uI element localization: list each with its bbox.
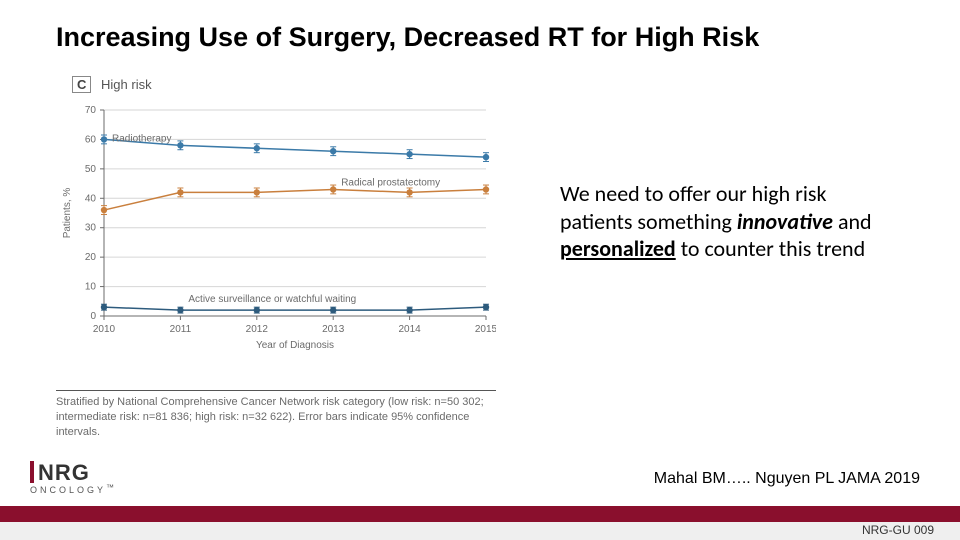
- callout-innovative: innovative: [737, 208, 833, 235]
- nrg-logo-svg: NRG ONCOLOGY ™: [30, 459, 150, 495]
- svg-text:2012: 2012: [246, 324, 269, 335]
- footer-base: [0, 522, 960, 540]
- svg-text:Patients, %: Patients, %: [62, 188, 73, 239]
- footnote-text: Stratified by National Comprehensive Can…: [56, 396, 484, 438]
- svg-text:Radical prostatectomy: Radical prostatectomy: [341, 177, 440, 188]
- panel-letter: C: [72, 76, 91, 93]
- svg-text:2014: 2014: [398, 324, 421, 335]
- svg-text:30: 30: [85, 223, 97, 234]
- svg-text:20: 20: [85, 252, 97, 263]
- logo-tm: ™: [106, 483, 114, 492]
- chart-panel-label: C High risk: [72, 76, 152, 93]
- svg-text:60: 60: [85, 134, 97, 145]
- key-message: We need to offer our high risk patients …: [560, 180, 900, 263]
- chart-svg: 0 10 20 30 40 50 60 70 2010 2011 2012 2013 2014 2015 Y…: [56, 100, 496, 350]
- svg-text:40: 40: [85, 193, 97, 204]
- svg-text:2011: 2011: [170, 324, 192, 335]
- chart-footnote: Stratified by National Comprehensive Can…: [56, 390, 496, 440]
- panel-name: High risk: [101, 77, 152, 92]
- citation-text: Mahal BM….. Nguyen PL JAMA 2019: [654, 470, 920, 488]
- protocol-id: NRG-GU 009: [862, 523, 934, 537]
- svg-text:50: 50: [85, 164, 97, 175]
- footer-accent: [0, 506, 960, 522]
- callout-mid: and: [833, 208, 872, 235]
- svg-text:Radiotherapy: Radiotherapy: [112, 133, 171, 144]
- treatment-trend-chart: 0 10 20 30 40 50 60 70 2010 2011 2012 2013 2014 2015 Y…: [56, 100, 496, 380]
- svg-text:Active surveillance or watchfu: Active surveillance or watchful waiting: [188, 294, 356, 305]
- logo-main: NRG: [38, 460, 90, 485]
- svg-text:0: 0: [90, 311, 96, 322]
- logo-sub: ONCOLOGY: [30, 485, 106, 495]
- callout-personalized: personalized: [560, 235, 676, 262]
- svg-text:Year of Diagnosis: Year of Diagnosis: [256, 340, 334, 350]
- footnote-rule: [56, 390, 496, 391]
- slide-title: Increasing Use of Surgery, Decreased RT …: [56, 22, 759, 53]
- svg-text:70: 70: [85, 105, 97, 116]
- nrg-logo: NRG ONCOLOGY ™: [30, 459, 150, 500]
- callout-post: to counter this trend: [676, 235, 865, 262]
- svg-text:2015: 2015: [475, 324, 496, 335]
- svg-text:2013: 2013: [322, 324, 345, 335]
- svg-text:2010: 2010: [93, 324, 116, 335]
- footer-bar: NRG-GU 009: [0, 506, 960, 540]
- svg-text:10: 10: [85, 282, 97, 293]
